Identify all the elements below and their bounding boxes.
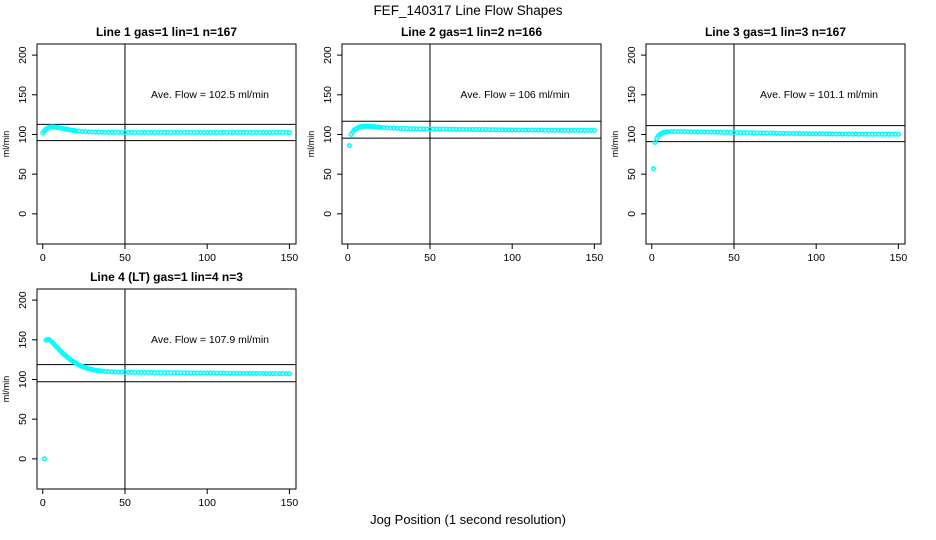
figure-title: FEF_140317 Line Flow Shapes (373, 3, 563, 18)
svg-text:200: 200 (17, 46, 29, 64)
svg-text:ml/min: ml/min (610, 131, 620, 158)
svg-text:0: 0 (322, 211, 334, 217)
scatter-plot: 0 50 100 150 0 50 100 150 200 ml/min (1, 288, 299, 509)
svg-text:50: 50 (728, 252, 740, 264)
svg-text:100: 100 (503, 252, 521, 264)
panel-line-1: Line 1 gas=1 lin=1 n=167 0 50 100 150 0 50 100… (0, 20, 305, 265)
svg-text:0: 0 (40, 252, 46, 264)
svg-text:0: 0 (17, 456, 29, 462)
ave-flow-annotation: Ave. Flow = 106 ml/min (460, 89, 570, 101)
svg-text:ml/min: ml/min (1, 131, 11, 158)
svg-text:150: 150 (890, 252, 908, 264)
svg-text:0: 0 (17, 211, 29, 217)
scatter-plot: 0 50 100 150 0 50 100 150 200 ml/min (306, 43, 604, 264)
panel-line-3: Line 3 gas=1 lin=3 n=167 0 50 100 150 0 50 100… (609, 20, 914, 265)
ave-flow-annotation: Ave. Flow = 101.1 ml/min (760, 89, 878, 101)
svg-text:50: 50 (424, 252, 436, 264)
svg-text:50: 50 (119, 497, 131, 509)
svg-text:150: 150 (626, 86, 638, 104)
svg-text:50: 50 (17, 413, 29, 425)
panel-title: Line 1 gas=1 lin=1 n=167 (95, 25, 238, 39)
svg-text:100: 100 (198, 497, 216, 509)
svg-text:150: 150 (17, 86, 29, 104)
x-axis-label: Jog Position (1 second resolution) (370, 512, 566, 527)
svg-text:50: 50 (626, 168, 638, 180)
svg-text:100: 100 (626, 126, 638, 144)
svg-text:0: 0 (40, 497, 46, 509)
svg-text:0: 0 (626, 211, 638, 217)
svg-text:200: 200 (626, 46, 638, 64)
svg-text:150: 150 (281, 252, 299, 264)
svg-text:100: 100 (807, 252, 825, 264)
panel-line-4: Line 4 (LT) gas=1 lin=4 n=3 0 50 100 150 0 50… (0, 265, 305, 510)
svg-text:0: 0 (345, 252, 351, 264)
svg-text:100: 100 (322, 126, 334, 144)
scatter-plot: 0 50 100 150 0 50 100 150 200 ml/min (1, 43, 299, 264)
svg-text:0: 0 (649, 252, 655, 264)
svg-text:150: 150 (17, 331, 29, 349)
svg-text:150: 150 (586, 252, 604, 264)
svg-text:150: 150 (281, 497, 299, 509)
svg-text:50: 50 (17, 168, 29, 180)
svg-text:50: 50 (119, 252, 131, 264)
panel-title: Line 4 (LT) gas=1 lin=4 n=3 (90, 270, 243, 284)
svg-text:50: 50 (322, 168, 334, 180)
svg-text:150: 150 (322, 86, 334, 104)
svg-text:100: 100 (17, 371, 29, 389)
svg-text:100: 100 (17, 126, 29, 144)
scatter-plot: 0 50 100 150 0 50 100 150 200 ml/min (610, 43, 908, 264)
panel-title: Line 2 gas=1 lin=2 n=166 (400, 25, 543, 39)
svg-text:200: 200 (322, 46, 334, 64)
panel-line-2: Line 2 gas=1 lin=2 n=166 0 50 100 150 0 50 100… (305, 20, 610, 265)
svg-text:200: 200 (17, 291, 29, 309)
ave-flow-annotation: Ave. Flow = 107.9 ml/min (151, 334, 269, 346)
panel-title: Line 3 gas=1 lin=3 n=167 (704, 25, 847, 39)
svg-text:ml/min: ml/min (306, 131, 316, 158)
svg-text:ml/min: ml/min (1, 376, 11, 403)
svg-text:100: 100 (198, 252, 216, 264)
ave-flow-annotation: Ave. Flow = 102.5 ml/min (151, 89, 269, 101)
